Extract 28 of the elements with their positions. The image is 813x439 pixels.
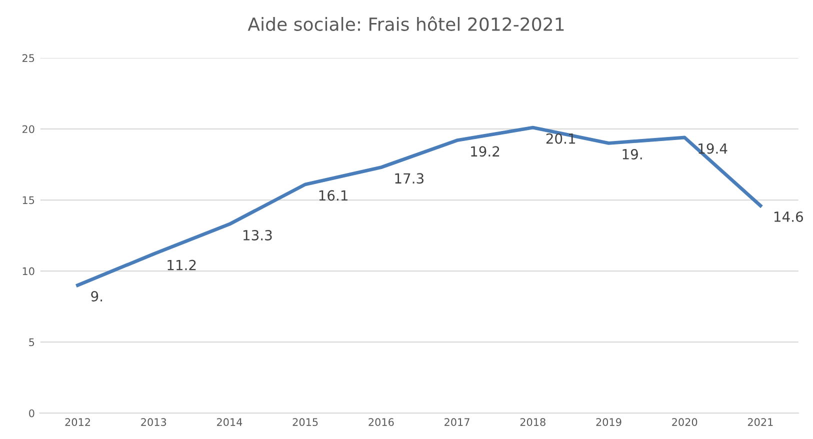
x-tick-label: 2021	[748, 418, 773, 426]
data-label: 19.	[622, 148, 642, 160]
line-series	[76, 126, 762, 287]
x-tick-label: 2014	[216, 418, 242, 426]
x-tick-label: 2020	[672, 418, 698, 426]
y-tick-label: 20	[22, 125, 34, 134]
y-tick-label: 5	[29, 338, 34, 346]
data-label: 13.3	[243, 230, 272, 240]
x-tick-label: 2013	[141, 418, 166, 426]
data-label: 19.4	[698, 143, 728, 154]
x-tick-label: 2016	[368, 418, 394, 426]
data-label: 19.2	[471, 146, 500, 157]
y-tick-label: 15	[22, 196, 34, 204]
data-label: 14.6	[774, 211, 803, 222]
x-tick-label: 2012	[65, 418, 90, 426]
x-tick-label: 2019	[596, 418, 622, 426]
x-tick-label: 2015	[292, 418, 318, 426]
x-tick-label: 2017	[444, 418, 470, 426]
data-label: 20.1	[546, 133, 576, 144]
chart-title: Aide sociale: Frais hôtel 2012-2021	[248, 16, 564, 31]
x-tick-label: 2018	[520, 418, 546, 426]
data-label: 16.1	[319, 190, 348, 201]
y-tick-label: 10	[22, 267, 34, 276]
data-label: 11.2	[168, 260, 196, 270]
data-label: 9.	[91, 291, 102, 302]
y-tick-label: 25	[22, 54, 34, 62]
y-tick-label: 0	[29, 409, 34, 418]
data-label: 17.3	[395, 173, 424, 184]
